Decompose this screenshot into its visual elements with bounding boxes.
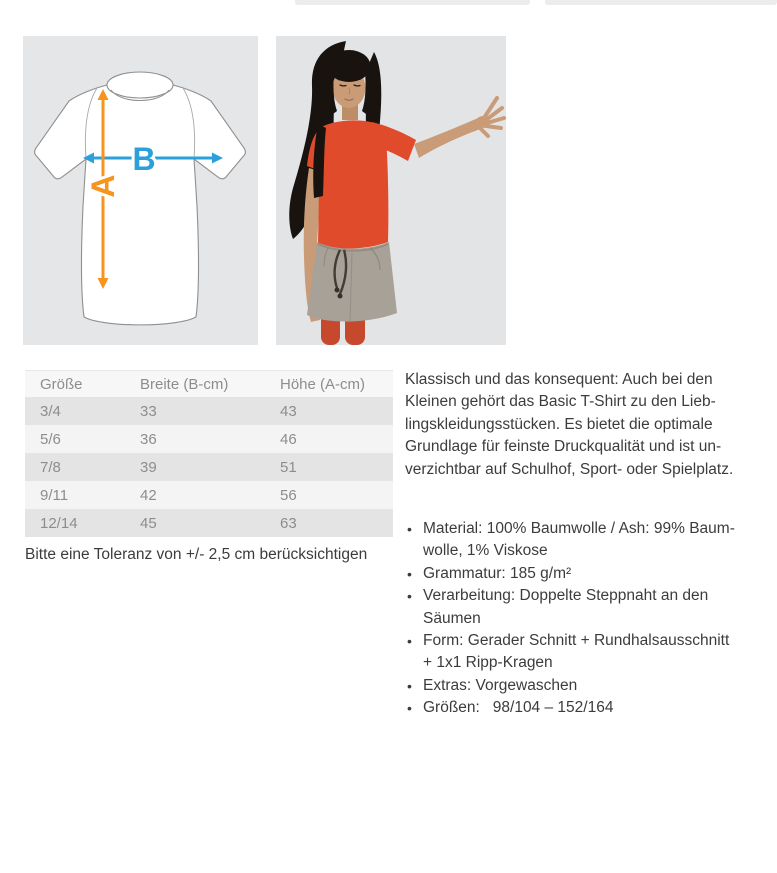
column-header: Höhe (A-cm): [265, 370, 393, 397]
hair-fringe: [327, 50, 371, 82]
hair-side-right: [362, 72, 370, 114]
spec-item: Material: 100% Baumwolle / Ash: 99% Baum…: [405, 518, 777, 563]
spec-line: + 1x1 Ripp-Kragen: [423, 654, 553, 672]
height-arrow-a: A: [82, 89, 124, 289]
spec-line: Grammatur: 185 g/m²: [423, 564, 572, 582]
description-line: Kleinen gehört das Basic T-Shirt zu den …: [405, 393, 716, 411]
table-cell: 42: [140, 486, 157, 504]
table-cell: 7/8: [40, 458, 61, 476]
table-cell: 36: [140, 430, 157, 448]
size-table-body: 3/4 33 43 5/6 36 46 7/8 39 51 9/11 42 56 12/14 45 63: [25, 397, 393, 537]
tshirt-outline: [34, 78, 246, 326]
table-row: 12/14 45 63: [25, 509, 393, 537]
hair-side-left: [329, 72, 337, 114]
product-specs-list: Material: 100% Baumwolle / Ash: 99% Baum…: [405, 518, 777, 720]
table-cell: 45: [140, 514, 157, 532]
product-info-column: Klassisch und das konsequent: Auch bei d…: [405, 369, 777, 720]
extended-arm: [414, 118, 483, 158]
collar-inner-line: [110, 89, 170, 101]
column-header: Breite (B-cm): [125, 370, 265, 397]
table-cell: 39: [140, 458, 157, 476]
drawstring: [333, 249, 348, 295]
table-cell: 43: [280, 402, 297, 420]
left-seam-line: [84, 87, 98, 160]
spec-line: Form: Gerader Schnitt + Rundhalsausschni…: [423, 632, 730, 650]
table-row: 9/11 42 56: [25, 481, 393, 509]
size-table-header-row: Größe Breite (B-cm) Höhe (A-cm): [25, 370, 393, 397]
tolerance-note: Bitte eine Toleranz von +/- 2,5 cm berüc…: [25, 546, 368, 563]
table-row: 3/4 33 43: [25, 397, 393, 425]
child-model-photo: [276, 36, 506, 345]
table-cell: 33: [140, 402, 157, 420]
tshirt-measure-diagram-icon: B A: [34, 71, 246, 326]
width-arrow-b: B: [83, 138, 223, 180]
column-header: Größe: [25, 370, 125, 397]
spec-line: Material: 100% Baumwolle / Ash: 99% Baum…: [423, 520, 735, 538]
table-cell: 63: [280, 514, 297, 532]
table-row: 7/8 39 51: [25, 453, 393, 481]
model-photo-image[interactable]: [276, 36, 506, 345]
size-table: Größe Breite (B-cm) Höhe (A-cm) 3/4 33 43 5/6…: [25, 370, 393, 537]
top-cutoff-element-left[interactable]: [295, 0, 530, 5]
hair-strand-front: [313, 124, 326, 198]
description-line: lingskleidungsstücken. Es bietet die opt…: [405, 415, 713, 433]
right-seam-line: [182, 87, 196, 160]
size-diagram-image[interactable]: B A: [23, 36, 258, 345]
denim-skirt: [307, 242, 397, 323]
spec-item: Größen: 98/104 – 152/164: [405, 697, 777, 720]
table-cell: 9/11: [40, 486, 69, 504]
table-cell: 5/6: [40, 430, 61, 448]
spec-item: Verarbeitung: Doppelte Steppnaht an den S…: [405, 585, 777, 630]
spec-line: wolle, 1% Viskose: [423, 542, 548, 560]
spec-line: Säumen: [423, 609, 481, 627]
description-line: verzichtbar auf Schulhof, Sport- oder Sp…: [405, 460, 734, 478]
spec-line: Größen: 98/104 – 152/164: [423, 699, 614, 717]
table-cell: 46: [280, 430, 297, 448]
product-description: Klassisch und das konsequent: Auch bei d…: [405, 369, 777, 481]
description-line: Grundlage für feinste Druckqualität und …: [405, 438, 722, 456]
spec-line: Extras: Vorgewaschen: [423, 676, 578, 694]
spec-item: Form: Gerader Schnitt + Rundhalsausschni…: [405, 630, 777, 675]
height-label: A: [85, 174, 121, 197]
extended-hand: [476, 96, 506, 138]
collar-outline: [106, 71, 174, 99]
description-line: Klassisch und das konsequent: Auch bei d…: [405, 371, 713, 388]
table-row: 5/6 36 46: [25, 425, 393, 453]
table-cell: 51: [280, 458, 297, 476]
table-cell: 3/4: [40, 402, 61, 420]
table-cell: 12/14: [40, 514, 78, 532]
spec-item: Grammatur: 185 g/m²: [405, 563, 777, 586]
width-label: B: [132, 141, 155, 177]
spec-line: Verarbeitung: Doppelte Steppnaht an den: [423, 587, 709, 605]
hanging-arm: [303, 168, 322, 322]
top-cutoff-element-right[interactable]: [545, 0, 777, 5]
spec-item: Extras: Vorgewaschen: [405, 675, 777, 698]
table-cell: 56: [280, 486, 297, 504]
